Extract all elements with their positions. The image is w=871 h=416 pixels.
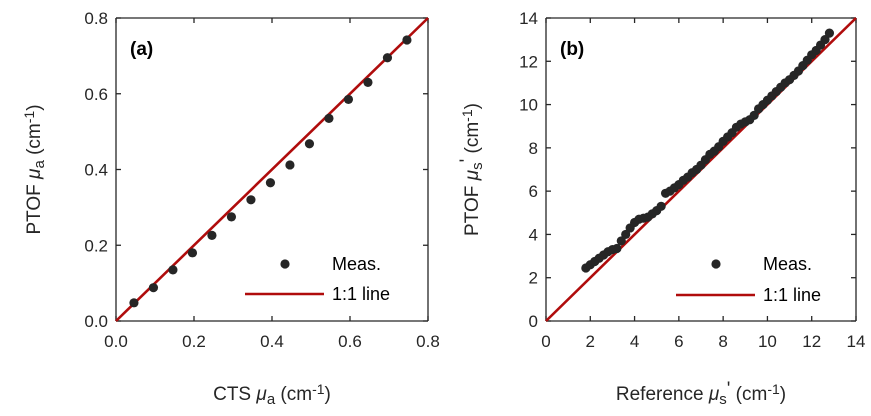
y-axis-title-symbol: μ <box>462 169 483 181</box>
legend-marker <box>280 259 290 269</box>
x-tick-label: 10 <box>758 332 777 351</box>
data-point <box>621 229 631 240</box>
y-axis-title-prime: ' <box>457 159 478 163</box>
y-tick-label: 0.0 <box>84 312 108 331</box>
identity-line <box>115 17 429 322</box>
x-tick-label: 4 <box>630 332 639 351</box>
panel-a: 0.0 0.2 0.4 0.6 0.8 0.0 0.2 0.4 0.6 0.8 (a) Meas. 1:… <box>21 9 439 408</box>
y-axis-title-superscript: -1 <box>459 109 475 122</box>
y-tick-label: 14 <box>519 9 538 28</box>
legend-marker <box>711 259 721 269</box>
data-point <box>363 77 373 87</box>
data-point <box>168 265 178 275</box>
data-point <box>324 113 334 123</box>
y-axis-title-subscript: s <box>469 162 486 170</box>
data-point <box>187 248 198 258</box>
y-tick-label: 0 <box>529 312 538 331</box>
panel-label: (b) <box>560 39 584 60</box>
y-tick-label: 0.6 <box>84 85 108 104</box>
legend-label-measured: Meas. <box>332 254 381 274</box>
data-point <box>824 28 835 38</box>
data-point <box>226 212 237 222</box>
y-tick-label: 10 <box>519 96 538 115</box>
x-tick-label: 2 <box>586 332 595 351</box>
y-tick-label: 0.2 <box>84 236 108 255</box>
x-tick-label: 0.2 <box>182 332 206 351</box>
data-point <box>207 230 217 241</box>
legend-label-identity: 1:1 line <box>332 284 390 304</box>
y-tick-label: 4 <box>529 225 538 244</box>
x-tick-label: 0 <box>541 332 550 351</box>
data-point <box>285 160 295 170</box>
legend-label-identity: 1:1 line <box>763 285 821 305</box>
y-axis-title-subscript: a <box>31 160 48 169</box>
x-axis-title-superscript: -1 <box>312 381 325 397</box>
y-tick-label: 12 <box>519 52 538 71</box>
y-axis-title-unit-close: ) <box>462 103 483 109</box>
x-axis-title-superscript: -1 <box>767 381 780 397</box>
data-point <box>616 236 626 246</box>
x-axis-title-prime: ' <box>727 379 731 400</box>
data-point <box>265 178 276 188</box>
x-axis-title-unit-close: ) <box>780 384 786 405</box>
y-axis-title-superscript: -1 <box>21 111 37 124</box>
data-point <box>148 283 159 293</box>
data-point <box>402 35 412 45</box>
y-tick-label: 6 <box>529 182 538 201</box>
data-point <box>820 35 830 45</box>
y-tick-label: 8 <box>529 139 538 158</box>
x-tick-label: 6 <box>674 332 683 351</box>
panel-label: (a) <box>130 39 153 60</box>
x-tick-label: 0.6 <box>338 332 362 351</box>
y-axis-title-text: PTOF <box>462 180 483 236</box>
y-axis-title: PTOF μs' (cm-1) <box>457 103 487 236</box>
x-axis-title-unit: (cm <box>275 384 312 405</box>
y-axis-title: PTOF μa (cm-1) <box>21 104 48 234</box>
x-axis-title-unit-close: ) <box>325 384 331 405</box>
y-tick-label: 0.4 <box>84 161 108 180</box>
x-axis-title-subscript: a <box>267 391 276 408</box>
x-axis-title-symbol: μ <box>708 384 720 405</box>
x-axis-title: Reference μs' (cm-1) <box>616 379 786 409</box>
data-point <box>246 195 256 205</box>
x-axis-title-unit: (cm <box>730 384 767 405</box>
data-point <box>612 243 622 254</box>
x-tick-label: 14 <box>847 332 866 351</box>
data-point <box>656 201 666 211</box>
x-tick-label: 0.0 <box>104 332 128 351</box>
x-tick-label: 8 <box>718 332 727 351</box>
x-axis-title-subscript: s <box>719 391 727 408</box>
x-axis-title: CTS μa (cm-1) <box>213 381 331 408</box>
x-axis-title-text: CTS <box>213 384 256 405</box>
y-axis-title-unit: (cm <box>462 122 483 159</box>
y-tick-label: 2 <box>529 269 538 288</box>
y-axis-title-unit-close: ) <box>24 104 45 110</box>
data-point <box>129 298 139 308</box>
y-axis-title-text: PTOF <box>24 179 45 235</box>
x-tick-label: 0.4 <box>260 332 284 351</box>
x-tick-label: 0.8 <box>416 332 440 351</box>
panel-b: 0 2 4 6 8 10 12 14 0 2 4 6 8 10 12 14 (b) Meas. 1:1 line Re… <box>457 9 866 408</box>
legend-label-measured: Meas. <box>763 254 812 274</box>
y-axis-title-unit: (cm <box>24 123 45 160</box>
x-tick-label: 12 <box>802 332 821 351</box>
data-point <box>749 110 759 120</box>
y-tick-label: 0.8 <box>84 9 108 28</box>
data-point <box>304 139 315 149</box>
data-point <box>343 94 354 105</box>
y-axis-title-symbol: μ <box>24 168 45 180</box>
x-axis-title-symbol: μ <box>255 384 267 405</box>
data-point <box>382 53 393 63</box>
x-axis-title-text: Reference <box>616 384 709 405</box>
